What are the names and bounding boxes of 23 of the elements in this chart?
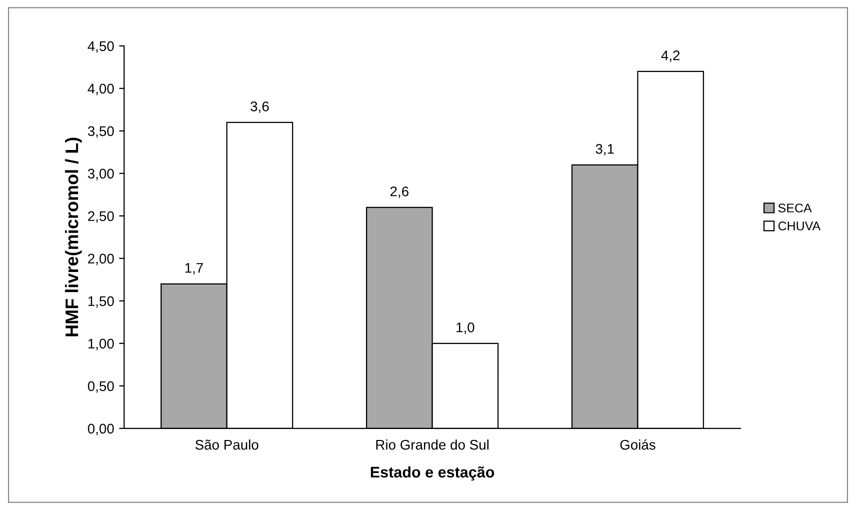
y-tick-label: 3,50 <box>88 126 114 138</box>
x-tick-label: Rio Grande do Sul <box>376 440 488 450</box>
y-tick-label: 1,50 <box>88 296 114 308</box>
data-label: 3,6 <box>250 101 269 113</box>
legend-label: SECA <box>778 204 812 212</box>
x-axis-title: Estado e estação <box>370 466 494 481</box>
data-label: 1,7 <box>185 263 203 274</box>
y-tick-label: 4,00 <box>88 84 114 96</box>
data-label: 4,2 <box>661 50 680 62</box>
y-tick-label: 2,00 <box>88 254 114 266</box>
y-tick-label: 0,00 <box>88 424 114 436</box>
y-tick-label: 4,50 <box>88 41 114 53</box>
data-label: 1,0 <box>456 322 474 334</box>
y-tick-label: 1,00 <box>88 338 114 350</box>
legend-label: CHUVA <box>778 222 821 230</box>
y-tick-label: 2,50 <box>88 211 114 223</box>
y-tick-label: 3,00 <box>88 168 114 180</box>
x-tick-label: São Paulo <box>195 440 258 450</box>
data-label: 2,6 <box>390 186 408 198</box>
y-axis-title: HMF livre(micromol / L) <box>64 138 82 336</box>
data-label: 3,1 <box>596 144 614 156</box>
y-tick-label: 0,50 <box>88 381 114 393</box>
x-tick-label: Goiás <box>620 439 656 450</box>
